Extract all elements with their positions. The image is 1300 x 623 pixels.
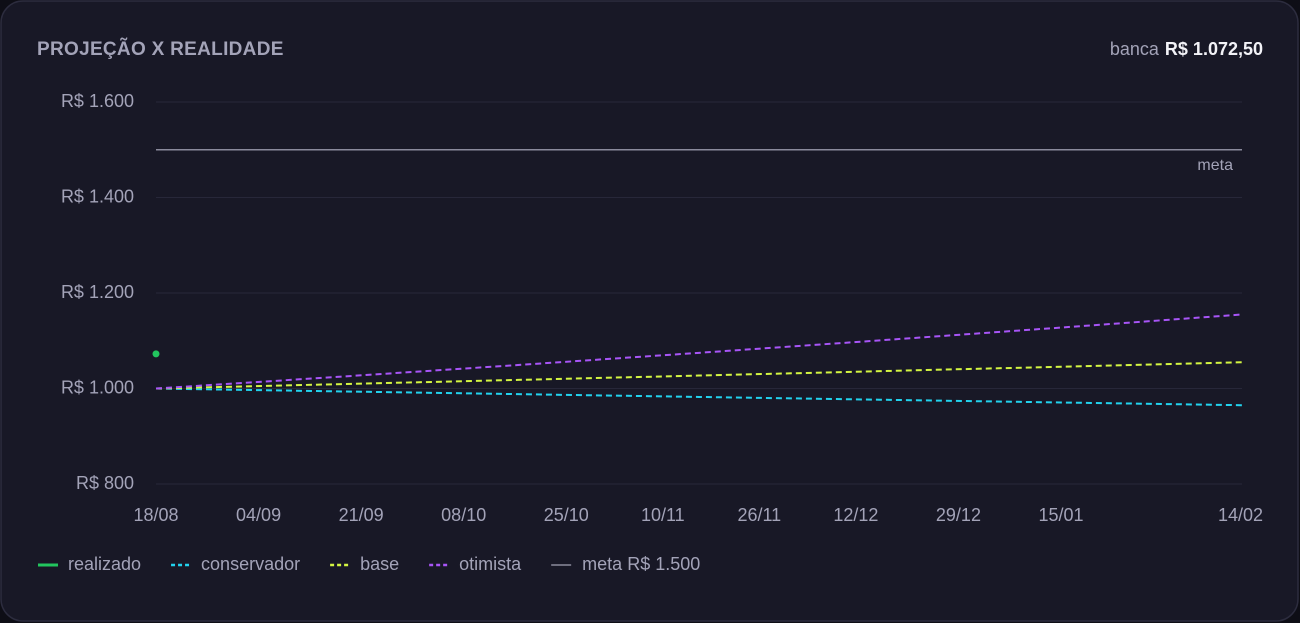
meta-label: meta: [1197, 157, 1233, 174]
x-tick-label: 21/09: [339, 505, 384, 525]
series-line: [155, 361, 1243, 390]
y-tick-label: R$ 1.200: [61, 282, 134, 302]
x-tick-label: 25/10: [544, 505, 589, 525]
data-point: [152, 350, 160, 358]
legend-label: conservador: [201, 554, 300, 574]
bank-value: R$ 1.072,50: [1165, 39, 1263, 59]
bank-label: banca: [1110, 39, 1160, 59]
legend-label: meta R$ 1.500: [582, 554, 700, 574]
legend-label: base: [360, 554, 399, 574]
chart-title: PROJEÇÃO X REALIDADE: [37, 38, 284, 60]
legend-label: realizado: [68, 554, 141, 574]
y-tick-label: R$ 1.000: [61, 377, 134, 397]
x-tick-label: 29/12: [936, 505, 981, 525]
x-tick-label: 08/10: [441, 505, 486, 525]
x-tick-label: 14/02: [1218, 505, 1263, 525]
y-tick-label: R$ 1.400: [61, 186, 134, 206]
y-tick-label: R$ 1.600: [61, 91, 134, 111]
x-tick-label: 26/11: [737, 505, 781, 525]
x-tick-label: 12/12: [833, 505, 878, 525]
x-tick-label: 18/08: [133, 505, 178, 525]
x-tick-label: 04/09: [236, 505, 281, 525]
legend-label: otimista: [459, 554, 522, 574]
y-tick-label: R$ 800: [76, 473, 134, 493]
series-line: [155, 313, 1243, 390]
series-line: [155, 387, 1243, 407]
x-tick-label: 15/01: [1038, 505, 1083, 525]
x-tick-label: 10/11: [641, 505, 685, 525]
